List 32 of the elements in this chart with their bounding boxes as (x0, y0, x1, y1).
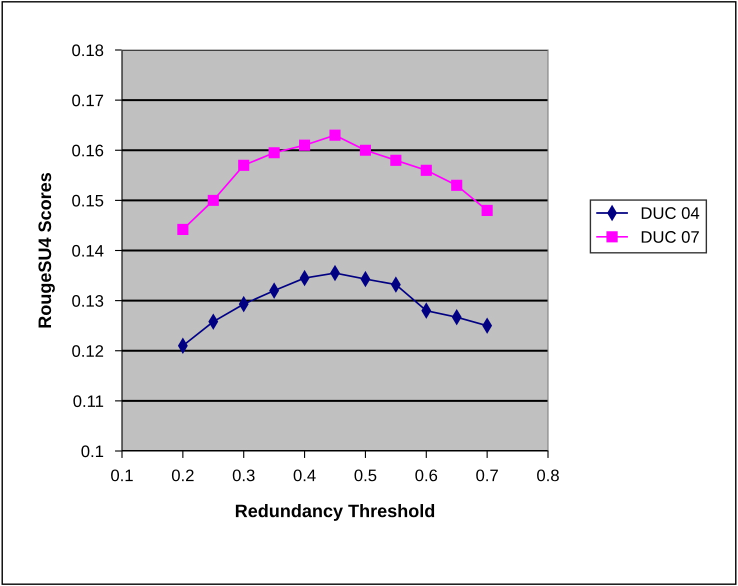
x-tick-label: 0.1 (111, 469, 133, 482)
y-tick-label: 0.13 (72, 295, 104, 307)
point (268, 147, 280, 158)
y-tick-label: 0.18 (72, 44, 104, 56)
x-tick-label: 0.3 (232, 469, 255, 482)
y-tick-label: 0.11 (73, 395, 104, 408)
point (177, 224, 188, 236)
x-tick-label: 0.2 (172, 469, 194, 482)
legend-label: DUC 07 (642, 231, 699, 243)
point (482, 204, 493, 216)
x-tick-label: 0.8 (537, 469, 559, 482)
x-tick-label: 0.5 (354, 469, 376, 482)
y-axis-title: RougeSU4 Scores (38, 172, 55, 328)
x-tick-label: 0.4 (294, 469, 316, 482)
y-tick-label: 0.17 (72, 94, 104, 106)
x-tick-label: 0.6 (415, 469, 438, 482)
y-tick-label: 0.16 (72, 144, 104, 156)
y-tick-label: 0.14 (72, 244, 104, 257)
y-tick-label: 0.15 (72, 194, 104, 207)
point (238, 160, 250, 171)
y-tick-label: 0.1 (81, 445, 104, 458)
legend-label: DUC 04 (642, 207, 700, 219)
point (360, 144, 371, 156)
y-tick-label: 0.12 (72, 345, 104, 357)
x-tick-label: 0.7 (476, 469, 498, 482)
point (208, 194, 219, 206)
point (299, 140, 310, 151)
x-axis-title: Redundancy Threshold (236, 504, 434, 521)
point (329, 130, 341, 141)
point (420, 164, 432, 176)
point (451, 180, 462, 191)
point (390, 154, 402, 166)
